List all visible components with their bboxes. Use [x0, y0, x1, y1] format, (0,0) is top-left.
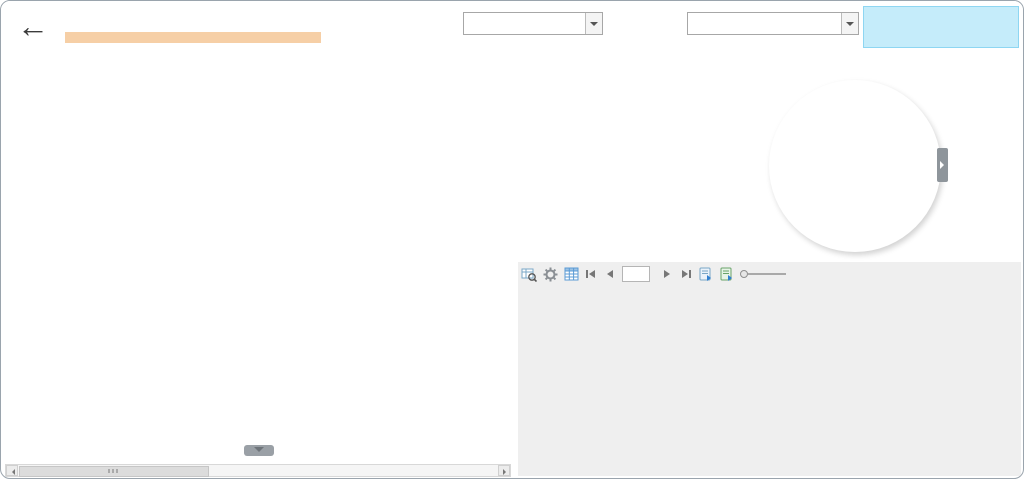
table-panel: [518, 262, 1021, 476]
stacked-bar-chart[interactable]: [5, 69, 513, 443]
export-excel-icon[interactable]: [719, 267, 735, 282]
slider-knob[interactable]: [740, 270, 748, 278]
last-page-icon[interactable]: [679, 268, 693, 281]
export-csv-icon[interactable]: [698, 267, 714, 282]
horizontal-scrollbar[interactable]: [5, 464, 511, 477]
zoom-slider[interactable]: [740, 269, 786, 279]
settings-gear-icon[interactable]: [542, 267, 558, 282]
scrollbar-thumb[interactable]: [19, 466, 209, 477]
pie-chart[interactable]: [769, 80, 941, 252]
scroll-right-icon[interactable]: [498, 465, 510, 476]
first-page-icon[interactable]: [584, 268, 598, 281]
next-page-icon[interactable]: [660, 268, 674, 281]
header: ←: [1, 1, 1023, 53]
panel-expand-handle[interactable]: [937, 148, 948, 182]
prev-page-icon[interactable]: [603, 268, 617, 281]
table-grid-icon[interactable]: [563, 267, 579, 282]
legend-collapse-handle[interactable]: [244, 445, 274, 456]
survey-year-select[interactable]: [463, 12, 603, 35]
table-search-icon[interactable]: [521, 267, 537, 282]
page-number-input[interactable]: [622, 266, 650, 282]
data-grid-container[interactable]: [518, 284, 1015, 476]
prefecture-select[interactable]: [687, 12, 859, 35]
population-pyramid-chart[interactable]: [519, 63, 753, 263]
scroll-left-icon[interactable]: [6, 465, 18, 476]
chevron-down-icon[interactable]: [841, 13, 858, 34]
search-button[interactable]: [863, 6, 1019, 48]
table-toolbar: [521, 265, 786, 283]
title-underline: [65, 32, 321, 43]
chevron-down-icon[interactable]: [585, 13, 602, 34]
back-arrow-icon[interactable]: ←: [17, 8, 49, 44]
